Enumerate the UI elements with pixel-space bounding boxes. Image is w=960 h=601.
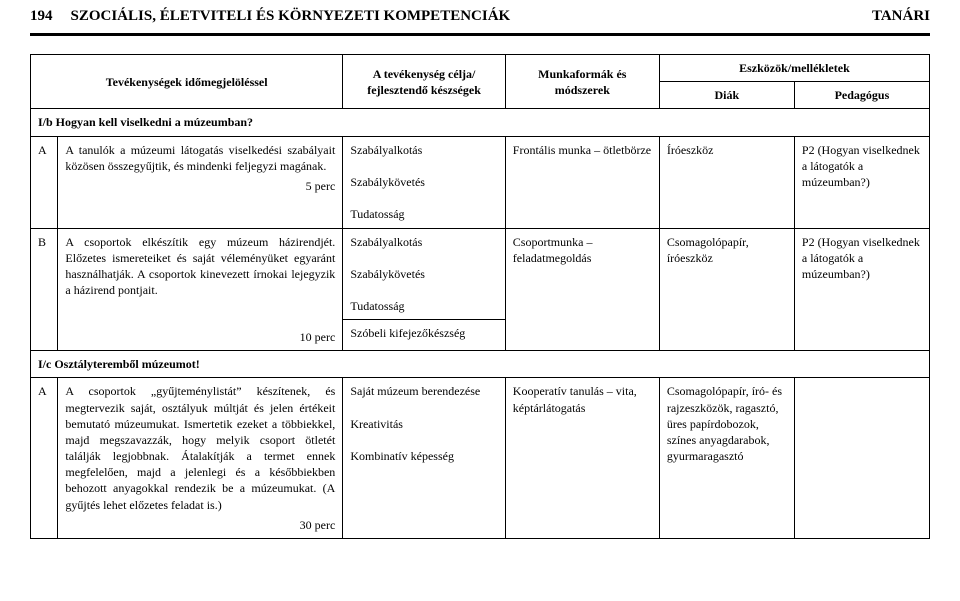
section-label: I/c Osztályteremből múzeumot! bbox=[31, 351, 930, 378]
page-role: TANÁRI bbox=[872, 8, 930, 25]
table-header-row: Tevékenységek időmegjelöléssel A tevéken… bbox=[31, 55, 930, 82]
goal-cell: Szóbeli kifejezőkészség bbox=[343, 320, 505, 351]
col-tools-student: Diák bbox=[659, 82, 794, 109]
goal-cell: Szabályalkotás Szabálykövetés Tudatosság bbox=[343, 228, 505, 320]
teacher-cell-empty bbox=[794, 320, 929, 351]
col-goal: A tevékenység célja/ fejlesztendő készsé… bbox=[343, 55, 505, 109]
page-number: 194 bbox=[30, 8, 53, 25]
form-cell-empty bbox=[505, 320, 659, 351]
page-title: SZOCIÁLIS, ÉLETVITELI ÉS KÖRNYEZETI KOMP… bbox=[71, 8, 872, 25]
activity-text: A tanulók a múzeumi látogatás viselkedés… bbox=[65, 142, 335, 174]
activity-cell: A csoportok „gyűjteménylistát” készítene… bbox=[58, 378, 343, 539]
activity-time: 5 perc bbox=[65, 174, 335, 194]
student-cell: Íróeszköz bbox=[659, 136, 794, 228]
row-id-empty bbox=[31, 320, 58, 351]
section-row-c: I/c Osztályteremből múzeumot! bbox=[31, 351, 930, 378]
main-table-wrap: Tevékenységek időmegjelöléssel A tevéken… bbox=[0, 54, 960, 539]
row-id: A bbox=[31, 136, 58, 228]
section-label: I/b Hogyan kell viselkedni a múzeumban? bbox=[31, 109, 930, 136]
form-cell: Kooperatív tanulás – vita, képtárlátogat… bbox=[505, 378, 659, 539]
row-id: B bbox=[31, 228, 58, 320]
student-cell-empty bbox=[659, 320, 794, 351]
student-cell: Csomagolópapír, író- és rajzeszközök, ra… bbox=[659, 378, 794, 539]
col-forms: Munkaformák és módszerek bbox=[505, 55, 659, 109]
table-row: B A csoportok elkészítik egy múzeum házi… bbox=[31, 228, 930, 320]
activity-cell: A tanulók a múzeumi látogatás viselkedés… bbox=[58, 136, 343, 228]
row-id: A bbox=[31, 378, 58, 539]
teacher-cell bbox=[794, 378, 929, 539]
student-cell: Csomagolópapír, íróeszköz bbox=[659, 228, 794, 320]
teacher-cell: P2 (Hogyan viselkednek a látogatók a múz… bbox=[794, 228, 929, 320]
page-header: 194 SZOCIÁLIS, ÉLETVITELI ÉS KÖRNYEZETI … bbox=[0, 0, 960, 29]
activity-text: A csoportok elkészítik egy múzeum házire… bbox=[65, 234, 335, 299]
col-tools-group: Eszközök/mellékletek bbox=[659, 55, 929, 82]
form-cell: Csoportmunka – feladatmegoldás bbox=[505, 228, 659, 320]
activity-text: A csoportok „gyűjteménylistát” készítene… bbox=[65, 383, 335, 513]
activity-cell: 10 perc bbox=[58, 320, 343, 351]
table-row: A A csoportok „gyűjteménylistát” készíte… bbox=[31, 378, 930, 539]
teacher-cell: P2 (Hogyan viselkednek a látogatók a múz… bbox=[794, 136, 929, 228]
header-rule bbox=[30, 33, 930, 36]
table-row: 10 perc Szóbeli kifejezőkészség bbox=[31, 320, 930, 351]
section-row-b: I/b Hogyan kell viselkedni a múzeumban? bbox=[31, 109, 930, 136]
lesson-table: Tevékenységek időmegjelöléssel A tevéken… bbox=[30, 54, 930, 539]
activity-cell: A csoportok elkészítik egy múzeum házire… bbox=[58, 228, 343, 320]
activity-time: 10 perc bbox=[65, 325, 335, 345]
form-cell: Frontális munka – ötletbörze bbox=[505, 136, 659, 228]
col-activities: Tevékenységek időmegjelöléssel bbox=[31, 55, 343, 109]
goal-cell: Szabályalkotás Szabálykövetés Tudatosság bbox=[343, 136, 505, 228]
goal-cell: Saját múzeum berendezése Kreativitás Kom… bbox=[343, 378, 505, 539]
table-row: A A tanulók a múzeumi látogatás viselked… bbox=[31, 136, 930, 228]
col-tools-teacher: Pedagógus bbox=[794, 82, 929, 109]
activity-time: 30 perc bbox=[65, 513, 335, 533]
